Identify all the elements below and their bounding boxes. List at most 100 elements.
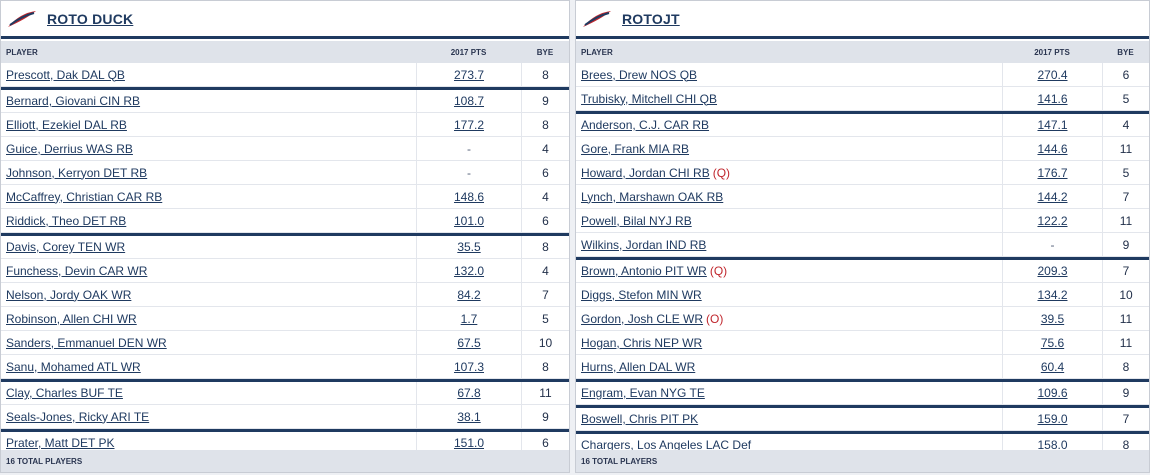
player-points[interactable]: 39.5 — [1002, 307, 1102, 330]
player-cell: Hogan, Chris NEP WR — [576, 336, 1002, 350]
player-name-link[interactable]: Funchess, Devin CAR WR — [6, 263, 148, 278]
player-points[interactable]: 132.0 — [416, 259, 521, 282]
player-points[interactable]: 109.6 — [1002, 382, 1102, 404]
player-name-link[interactable]: Guice, Derrius WAS RB — [6, 141, 133, 156]
player-cell: Robinson, Allen CHI WR — [1, 312, 416, 326]
team-panel-rotojt: ROTOJT PLAYER 2017 PTS BYE Brees, Drew N… — [575, 0, 1150, 473]
column-header-row: PLAYER 2017 PTS BYE — [576, 41, 1149, 63]
player-row: Lynch, Marshawn OAK RB 144.2 7 — [576, 185, 1149, 209]
team-name-link[interactable]: ROTO DUCK — [47, 10, 134, 27]
player-name-link[interactable]: Hurns, Allen DAL WR — [581, 359, 696, 374]
player-points[interactable]: 159.0 — [1002, 408, 1102, 430]
player-name-link[interactable]: Chargers, Los Angeles LAC Def — [581, 438, 752, 452]
player-points[interactable]: 158.0 — [1002, 434, 1102, 456]
player-points[interactable]: 38.1 — [416, 405, 521, 428]
player-bye-week: 4 — [521, 137, 569, 160]
player-name-link[interactable]: Diggs, Stefon MIN WR — [581, 287, 702, 302]
player-points[interactable]: 141.6 — [1002, 87, 1102, 110]
player-row: Prescott, Dak DAL QB 273.7 8 — [1, 63, 569, 87]
player-points[interactable]: 144.6 — [1002, 137, 1102, 160]
team-logo-icon — [583, 10, 611, 27]
player-list: Brees, Drew NOS QB 270.4 6 Trubisky, Mitche… — [576, 63, 1149, 457]
player-name-link[interactable]: Robinson, Allen CHI WR — [6, 311, 137, 326]
player-name-link[interactable]: Howard, Jordan CHI RB — [581, 165, 710, 180]
player-points[interactable]: 107.3 — [416, 355, 521, 378]
player-row: Nelson, Jordy OAK WR 84.2 7 — [1, 283, 569, 307]
player-cell: Sanders, Emmanuel DEN WR — [1, 336, 416, 350]
player-name-link[interactable]: Boswell, Chris PIT PK — [581, 412, 699, 426]
player-points[interactable]: 35.5 — [416, 236, 521, 258]
player-name-link[interactable]: Bernard, Giovani CIN RB — [6, 94, 141, 108]
player-name-link[interactable]: Clay, Charles BUF TE — [6, 386, 123, 400]
player-cell: Riddick, Theo DET RB — [1, 214, 416, 228]
player-points[interactable]: 60.4 — [1002, 355, 1102, 378]
player-points[interactable]: 101.0 — [416, 209, 521, 232]
player-points[interactable]: 144.2 — [1002, 185, 1102, 208]
player-name-link[interactable]: Gore, Frank MIA RB — [581, 141, 690, 156]
player-cell: Lynch, Marshawn OAK RB — [576, 190, 1002, 204]
player-bye-week: 11 — [1102, 307, 1149, 330]
player-points[interactable]: 209.3 — [1002, 260, 1102, 282]
player-bye-week: 7 — [1102, 260, 1149, 282]
player-name-link[interactable]: Johnson, Kerryon DET RB — [6, 165, 148, 180]
player-points[interactable]: 177.2 — [416, 113, 521, 136]
player-points[interactable]: 84.2 — [416, 283, 521, 306]
player-row: Sanders, Emmanuel DEN WR 67.5 10 — [1, 331, 569, 355]
player-cell: Diggs, Stefon MIN WR — [576, 288, 1002, 302]
player-name-link[interactable]: Hogan, Chris NEP WR — [581, 335, 703, 350]
player-points[interactable]: 75.6 — [1002, 331, 1102, 354]
column-player: PLAYER — [581, 47, 613, 57]
player-bye-week: 4 — [521, 185, 569, 208]
player-points[interactable]: 176.7 — [1002, 161, 1102, 184]
player-cell: Chargers, Los Angeles LAC Def — [576, 438, 1002, 452]
player-row: McCaffrey, Christian CAR RB 148.6 4 — [1, 185, 569, 209]
player-name-link[interactable]: Nelson, Jordy OAK WR — [6, 287, 132, 302]
player-cell: Powell, Bilal NYJ RB — [576, 214, 1002, 228]
player-points[interactable]: 1.7 — [416, 307, 521, 330]
player-name-link[interactable]: Gordon, Josh CLE WR — [581, 311, 704, 326]
player-name-link[interactable]: Seals-Jones, Ricky ARI TE — [6, 409, 150, 424]
player-name-link[interactable]: Brees, Drew NOS QB — [581, 67, 698, 82]
player-name-link[interactable]: Engram, Evan NYG TE — [581, 386, 705, 400]
player-points[interactable]: 108.7 — [416, 90, 521, 112]
player-points[interactable]: 147.1 — [1002, 114, 1102, 136]
player-points: - — [416, 137, 521, 160]
column-bye: BYE — [1117, 47, 1134, 57]
player-points[interactable]: 151.0 — [416, 432, 521, 454]
player-cell: Trubisky, Mitchell CHI QB — [576, 92, 1002, 106]
player-bye-week: 5 — [521, 307, 569, 330]
player-name-link[interactable]: Elliott, Ezekiel DAL RB — [6, 117, 127, 132]
player-bye-week: 10 — [521, 331, 569, 354]
player-points[interactable]: 273.7 — [416, 63, 521, 86]
player-row: Trubisky, Mitchell CHI QB 141.6 5 — [576, 87, 1149, 111]
player-name-link[interactable]: Sanders, Emmanuel DEN WR — [6, 335, 167, 350]
player-bye-week: 8 — [1102, 434, 1149, 456]
player-name-link[interactable]: Davis, Corey TEN WR — [6, 240, 126, 254]
player-name-link[interactable]: Prater, Matt DET PK — [6, 436, 115, 450]
player-name-link[interactable]: Riddick, Theo DET RB — [6, 213, 127, 228]
player-name-link[interactable]: Lynch, Marshawn OAK RB — [581, 189, 724, 204]
player-cell: Gore, Frank MIA RB — [576, 142, 1002, 156]
player-cell: Anderson, C.J. CAR RB — [576, 118, 1002, 132]
player-name-link[interactable]: Sanu, Mohamed ATL WR — [6, 359, 141, 374]
team-name-link[interactable]: ROTOJT — [622, 10, 680, 27]
player-bye-week: 9 — [521, 405, 569, 428]
player-name-link[interactable]: Wilkins, Jordan IND RB — [581, 237, 707, 252]
player-bye-week: 9 — [1102, 382, 1149, 404]
player-points[interactable]: 67.5 — [416, 331, 521, 354]
player-name-link[interactable]: Anderson, C.J. CAR RB — [581, 118, 710, 132]
player-name-link[interactable]: Brown, Antonio PIT WR — [581, 264, 707, 278]
player-name-link[interactable]: McCaffrey, Christian CAR RB — [6, 189, 163, 204]
player-bye-week: 5 — [1102, 161, 1149, 184]
player-points[interactable]: 134.2 — [1002, 283, 1102, 306]
player-row: Hurns, Allen DAL WR 60.4 8 — [576, 355, 1149, 379]
player-name-link[interactable]: Powell, Bilal NYJ RB — [581, 213, 692, 228]
player-name-link[interactable]: Trubisky, Mitchell CHI QB — [581, 91, 718, 106]
player-points[interactable]: 148.6 — [416, 185, 521, 208]
player-bye-week: 11 — [1102, 137, 1149, 160]
player-name-link[interactable]: Prescott, Dak DAL QB — [6, 67, 125, 82]
player-points[interactable]: 270.4 — [1002, 63, 1102, 86]
player-bye-week: 6 — [521, 432, 569, 454]
player-points[interactable]: 67.8 — [416, 382, 521, 404]
player-points[interactable]: 122.2 — [1002, 209, 1102, 232]
